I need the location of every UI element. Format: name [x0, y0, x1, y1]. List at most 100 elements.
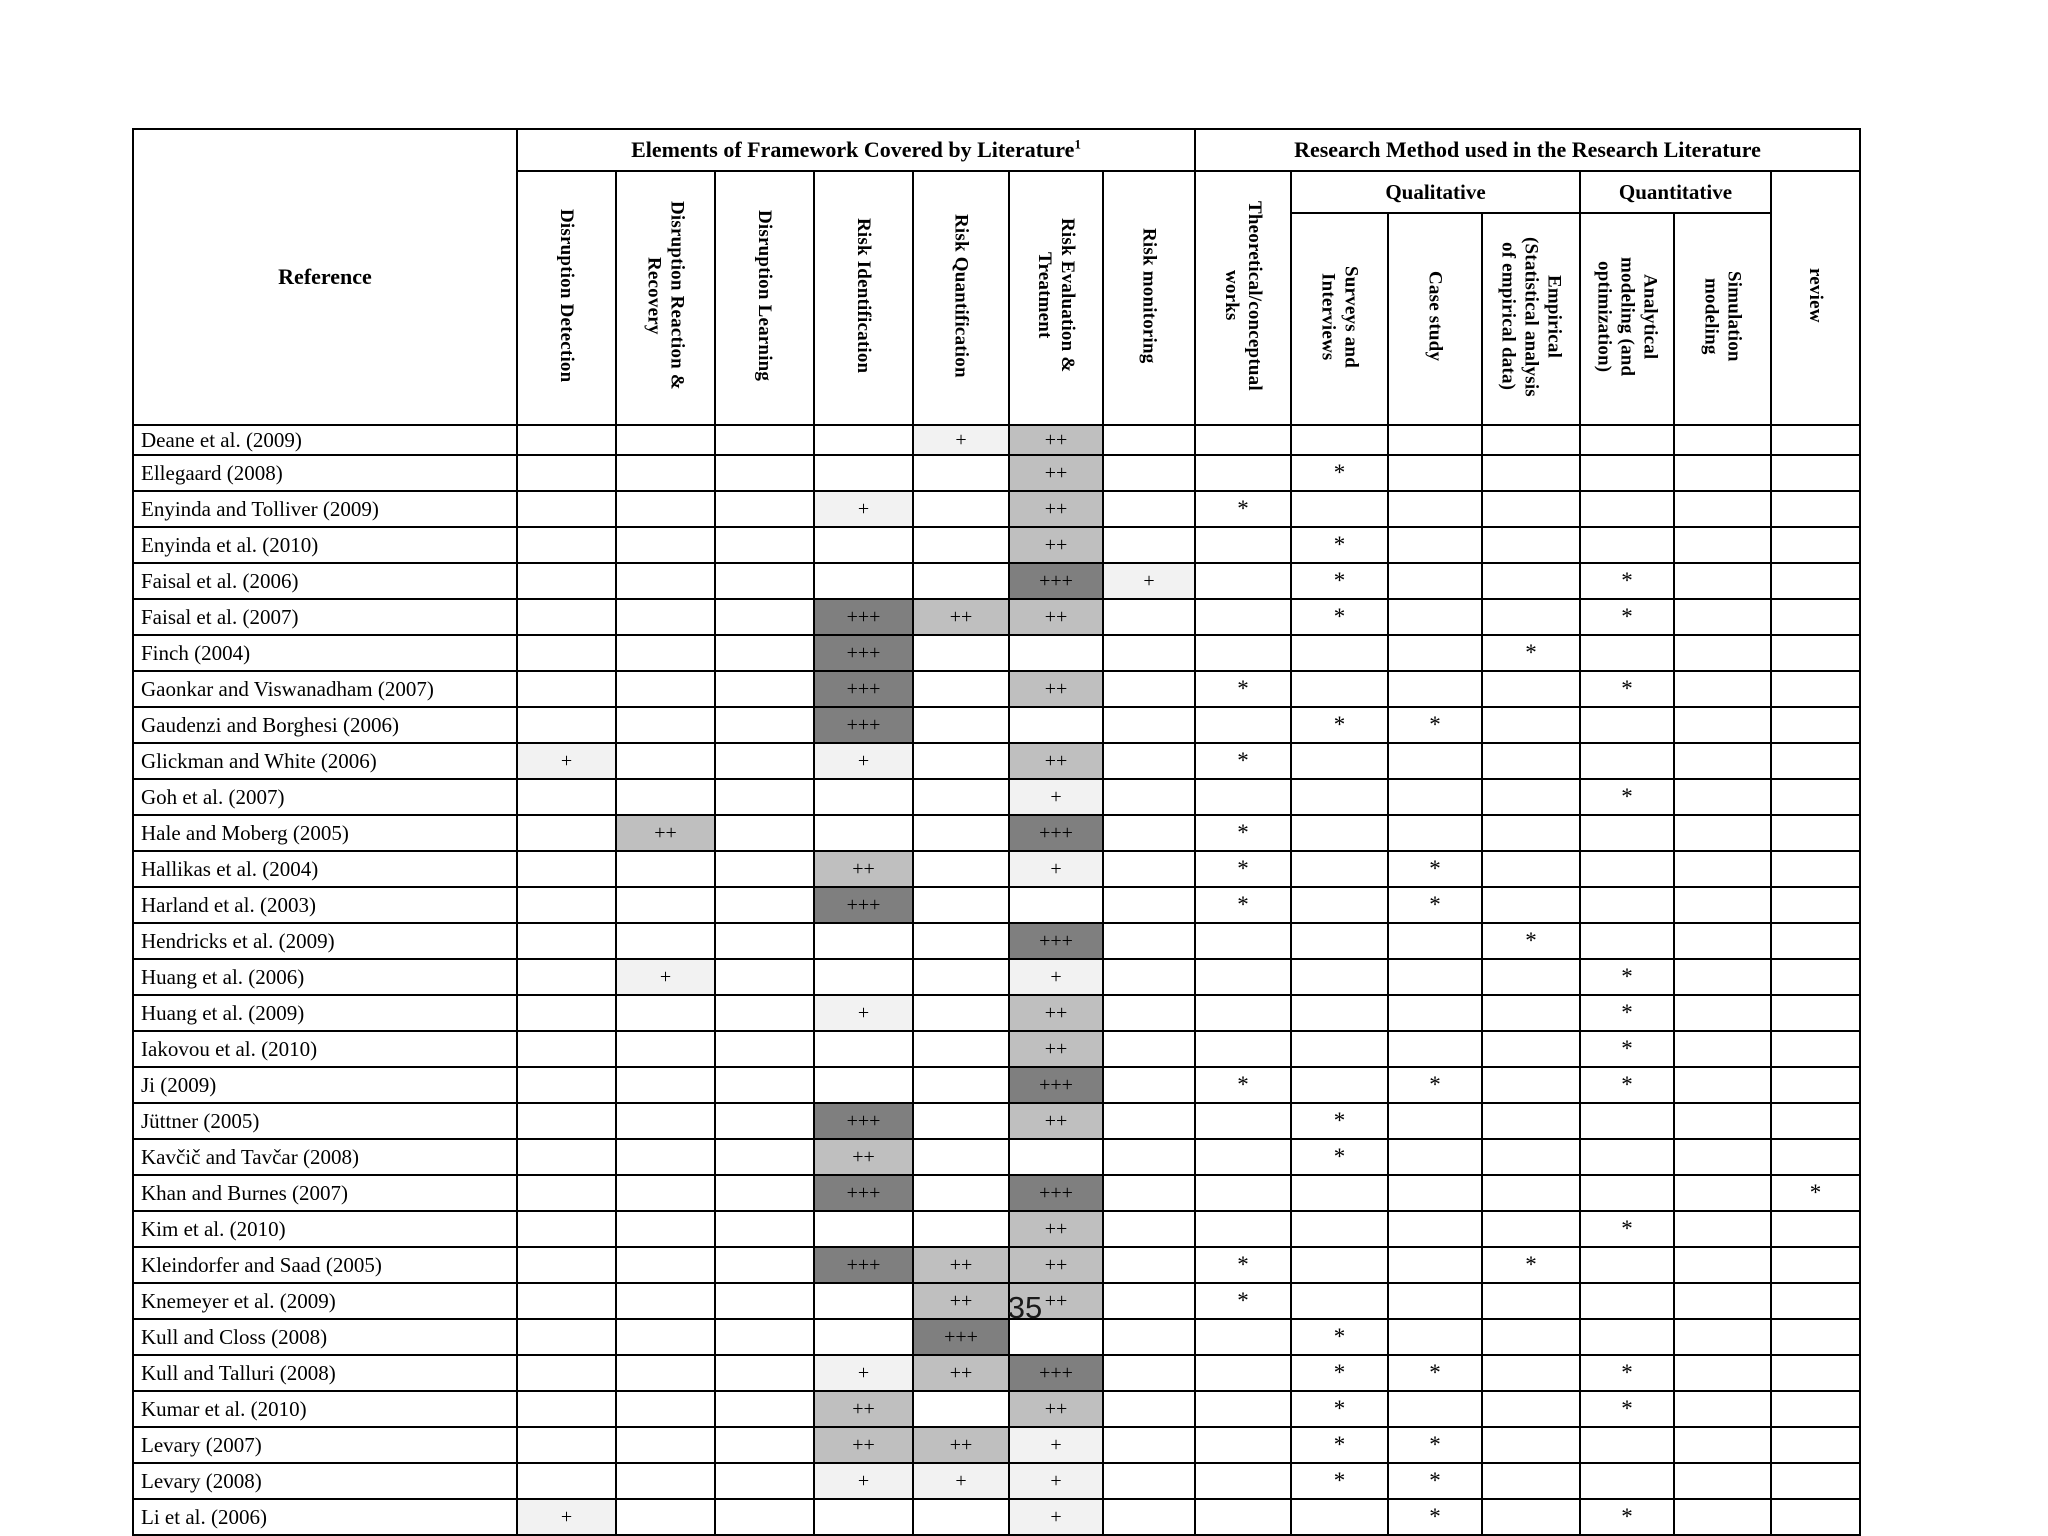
- matrix-cell: [1194, 1353, 1292, 1392]
- matrix-cell: [1008, 1137, 1104, 1176]
- coverage-mark-cell: +: [516, 1497, 617, 1536]
- matrix-cell: [1102, 957, 1196, 996]
- coverage-mark-cell: +: [912, 1461, 1010, 1500]
- coverage-mark-cell: ++: [1008, 1245, 1104, 1284]
- matrix-cell: [615, 1425, 716, 1464]
- matrix-cell: [1770, 597, 1861, 636]
- matrix-cell: [516, 1065, 617, 1104]
- matrix-cell: [1673, 1281, 1772, 1320]
- page-number: 35: [1007, 1290, 1043, 1325]
- matrix-cell: [1673, 1029, 1772, 1068]
- method-mark-cell: *: [1387, 1461, 1483, 1500]
- matrix-cell: [1387, 561, 1483, 600]
- coverage-mark-cell: ++: [1008, 1389, 1104, 1428]
- matrix-cell: [813, 561, 914, 600]
- matrix-cell: [714, 885, 815, 924]
- matrix-cell: [615, 705, 716, 744]
- matrix-cell: [714, 1101, 815, 1140]
- matrix-cell: [1102, 525, 1196, 564]
- matrix-cell: [1673, 1317, 1772, 1356]
- method-mark-cell: *: [1387, 1065, 1483, 1104]
- method-mark-cell: *: [1481, 1245, 1581, 1284]
- matrix-cell: [1579, 1245, 1675, 1284]
- matrix-cell: [1481, 561, 1581, 600]
- matrix-cell: [912, 1173, 1010, 1212]
- table-row: Kim et al. (2010) ++ *: [132, 1209, 1861, 1248]
- reference-cell: Kull and Closs (2008): [132, 1317, 518, 1356]
- reference-cell: Harland et al. (2003): [132, 885, 518, 924]
- method-mark-cell: *: [1290, 705, 1389, 744]
- quantitative-subgroup-header: Quantitative: [1579, 170, 1772, 214]
- coverage-mark-cell: +++: [813, 597, 914, 636]
- table-row: Kull and Closs (2008) +++ *: [132, 1317, 1861, 1356]
- coverage-mark-cell: ++: [912, 1245, 1010, 1284]
- matrix-cell: [1770, 633, 1861, 672]
- matrix-cell: [1102, 1389, 1196, 1428]
- matrix-cell: [615, 1029, 716, 1068]
- matrix-cell: [1770, 1209, 1861, 1248]
- reference-cell: Glickman and White (2006): [132, 741, 518, 780]
- matrix-cell: [1770, 1353, 1861, 1392]
- method-mark-cell: *: [1579, 561, 1675, 600]
- matrix-cell: [615, 741, 716, 780]
- matrix-cell: [1290, 1173, 1389, 1212]
- coverage-mark-cell: ++: [1008, 525, 1104, 564]
- method-mark-cell: *: [1290, 1317, 1389, 1356]
- matrix-cell: [912, 849, 1010, 888]
- column-header-risk-identification: Risk Identification: [813, 170, 914, 426]
- matrix-cell: [1673, 1101, 1772, 1140]
- matrix-cell: [516, 525, 617, 564]
- matrix-cell: [615, 669, 716, 708]
- matrix-cell: [1290, 885, 1389, 924]
- matrix-cell: [813, 1209, 914, 1248]
- table-row: Kumar et al. (2010) ++ ++ * *: [132, 1389, 1861, 1428]
- qualitative-subgroup-header: Qualitative: [1290, 170, 1581, 214]
- method-mark-cell: *: [1387, 849, 1483, 888]
- matrix-cell: [1673, 741, 1772, 780]
- coverage-mark-cell: +: [1008, 1461, 1104, 1500]
- matrix-cell: [1102, 1245, 1196, 1284]
- matrix-cell: [615, 1281, 716, 1320]
- coverage-mark-cell: ++: [1008, 1101, 1104, 1140]
- method-mark-cell: *: [1387, 885, 1483, 924]
- coverage-mark-cell: ++: [813, 1425, 914, 1464]
- matrix-cell: [1481, 1317, 1581, 1356]
- matrix-cell: [813, 921, 914, 960]
- reference-column-header: Reference: [132, 128, 518, 426]
- matrix-cell: [1102, 1497, 1196, 1536]
- matrix-cell: [1290, 1245, 1389, 1284]
- matrix-cell: [1481, 597, 1581, 636]
- matrix-cell: [1290, 1497, 1389, 1536]
- matrix-cell: [1290, 1065, 1389, 1104]
- matrix-cell: [1579, 424, 1675, 456]
- matrix-cell: [1579, 741, 1675, 780]
- matrix-cell: [1770, 777, 1861, 816]
- matrix-cell: [714, 453, 815, 492]
- table-row: Khan and Burnes (2007) +++ +++ *: [132, 1173, 1861, 1212]
- coverage-mark-cell: ++: [1008, 453, 1104, 492]
- matrix-cell: [615, 1065, 716, 1104]
- coverage-mark-cell: +: [1008, 1497, 1104, 1536]
- literature-review-table: Reference Elements of Framework Covered …: [132, 128, 1861, 1536]
- matrix-cell: [615, 1353, 716, 1392]
- matrix-cell: [813, 777, 914, 816]
- matrix-cell: [912, 741, 1010, 780]
- coverage-mark-cell: +++: [813, 669, 914, 708]
- matrix-cell: [1194, 597, 1292, 636]
- coverage-mark-cell: ++: [1008, 489, 1104, 528]
- matrix-cell: [714, 957, 815, 996]
- matrix-cell: [1673, 993, 1772, 1032]
- table-row: Faisal et al. (2007) +++ ++ ++ * *: [132, 597, 1861, 636]
- matrix-cell: [1673, 633, 1772, 672]
- column-header-disruption-learning: Disruption Learning: [714, 170, 815, 426]
- method-mark-cell: *: [1387, 1497, 1483, 1536]
- matrix-cell: [1102, 993, 1196, 1032]
- method-mark-cell: *: [1194, 741, 1292, 780]
- coverage-mark-cell: +: [615, 957, 716, 996]
- matrix-cell: [1673, 777, 1772, 816]
- coverage-mark-cell: +++: [1008, 561, 1104, 600]
- matrix-cell: [1102, 1353, 1196, 1392]
- matrix-cell: [615, 1317, 716, 1356]
- matrix-cell: [1579, 1137, 1675, 1176]
- matrix-cell: [1770, 921, 1861, 960]
